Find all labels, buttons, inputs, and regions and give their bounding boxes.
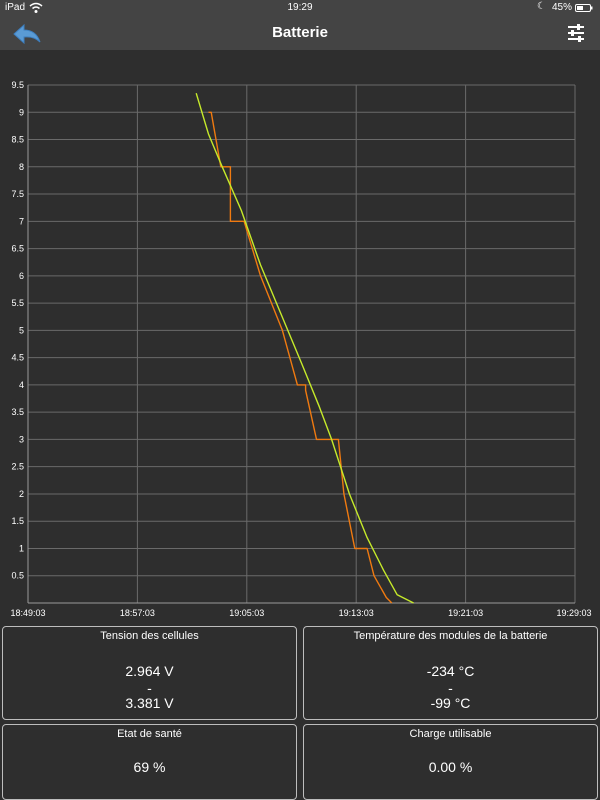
module-temperature-title: Température des modules de la batterie <box>353 630 548 642</box>
x-tick-label: 19:29:03 <box>556 608 591 618</box>
wifi-icon <box>29 2 43 13</box>
y-tick-label: 7 <box>19 216 24 226</box>
y-tick-label: 4 <box>19 380 24 390</box>
usable-charge-value: 0.00 % <box>428 759 473 775</box>
chart-svg: 0.5 1 1.5 2 2.5 3 3.5 4 4.5 5 5.5 6 6.5 7 7.5 8 8.5 9 9.5 1… <box>10 80 591 618</box>
y-tick-label: 1.5 <box>11 516 24 526</box>
y-tick-label: 5 <box>19 325 24 335</box>
y-tick-label: 8.5 <box>11 135 24 145</box>
series-line-2 <box>195 92 414 604</box>
status-bar: iPad 19:29 ☾ 45% <box>0 0 600 16</box>
x-tick-label: 19:21:03 <box>448 608 483 618</box>
battery-icon <box>575 4 593 12</box>
series-line-1 <box>208 111 393 604</box>
nav-bar: Batterie <box>0 16 600 50</box>
y-tick-label: 6.5 <box>11 244 24 254</box>
state-of-health-value: 69 % <box>133 759 166 775</box>
x-tick-label: 18:49:03 <box>10 608 45 618</box>
state-of-health-panel: Etat de santé 69 % <box>2 724 297 800</box>
page-title: Batterie <box>272 24 328 41</box>
y-tick-label: 5.5 <box>11 298 24 308</box>
module-temperature-panel: Température des modules de la batterie -… <box>303 626 598 720</box>
y-tick-label: 3.5 <box>11 407 24 417</box>
module-temperature-min: -234 °C <box>426 663 475 679</box>
cell-voltage-title: Tension des cellules <box>100 630 199 642</box>
y-tick-label: 9.5 <box>11 80 24 90</box>
usable-charge-title: Charge utilisable <box>409 728 492 740</box>
cell-voltage-separator: - <box>147 680 152 696</box>
y-tick-label: 2 <box>19 489 24 499</box>
status-time: 19:29 <box>287 2 313 13</box>
cell-voltage-max: 3.381 V <box>125 695 174 711</box>
x-tick-label: 19:05:03 <box>229 608 264 618</box>
y-tick-label: 6 <box>19 271 24 281</box>
device-name: iPad <box>5 2 26 13</box>
module-temperature-separator: - <box>448 680 453 696</box>
sliders-icon[interactable] <box>565 22 587 44</box>
cell-voltage-panel: Tension des cellules 2.964 V - 3.381 V <box>2 626 297 720</box>
y-tick-label: 0.5 <box>11 571 24 581</box>
moon-icon: ☾ <box>537 1 546 12</box>
battery-percent: 45% <box>552 2 573 13</box>
y-tick-label: 1 <box>19 543 24 553</box>
x-tick-label: 19:13:03 <box>339 608 374 618</box>
state-of-health-title: Etat de santé <box>117 728 182 740</box>
cell-voltage-min: 2.964 V <box>125 663 174 679</box>
y-tick-label: 7.5 <box>11 189 24 199</box>
y-tick-label: 9 <box>19 107 24 117</box>
y-tick-label: 3 <box>19 434 24 444</box>
back-arrow-icon[interactable] <box>12 22 42 46</box>
x-tick-label: 18:57:03 <box>120 608 155 618</box>
y-tick-label: 2.5 <box>11 462 24 472</box>
battery-chart: 0.5 1 1.5 2 2.5 3 3.5 4 4.5 5 5.5 6 6.5 7 7.5 8 8.5 9 9.5 1… <box>0 72 600 620</box>
y-tick-label: 8 <box>19 162 24 172</box>
usable-charge-panel: Charge utilisable 0.00 % <box>303 724 598 800</box>
y-tick-label: 4.5 <box>11 353 24 363</box>
module-temperature-max: -99 °C <box>430 695 471 711</box>
